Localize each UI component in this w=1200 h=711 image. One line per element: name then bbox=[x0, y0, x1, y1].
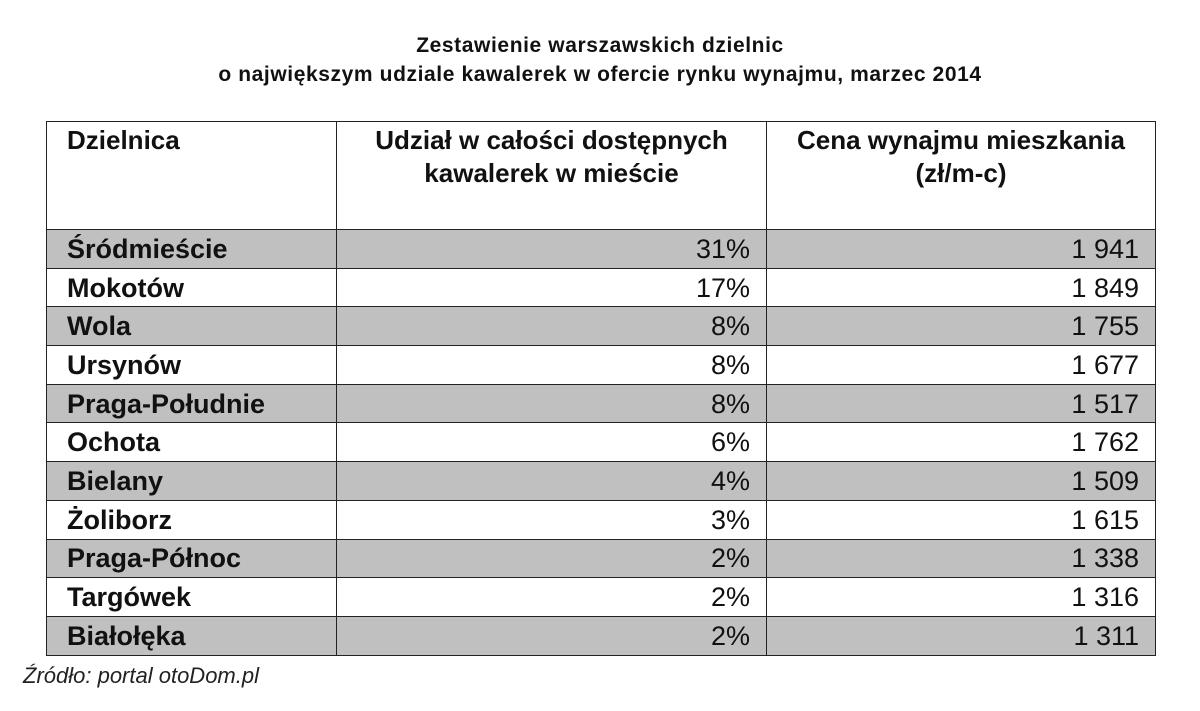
title-line-2: o największym udziale kawalerek w oferci… bbox=[218, 63, 982, 86]
table-row: Mokotów 17% 1 849 bbox=[46, 267, 1156, 308]
district-price: 1 311 bbox=[766, 615, 1156, 656]
district-share: 8% bbox=[336, 345, 767, 385]
table-body: Śródmieście 31% 1 941 Mokotów 17% 1 849 … bbox=[46, 229, 1156, 656]
table-row: Praga-Południe 8% 1 517 bbox=[46, 383, 1156, 424]
header-district: Dzielnica bbox=[46, 121, 337, 230]
district-price: 1 338 bbox=[766, 538, 1156, 579]
header-price: Cena wynajmu mieszkania (zł/m-c) bbox=[766, 121, 1156, 230]
district-price: 1 517 bbox=[766, 383, 1156, 424]
source-note: Źródło: portal otoDom.pl bbox=[23, 663, 259, 688]
table-row: Wola 8% 1 755 bbox=[46, 306, 1156, 347]
table-row: Targówek 2% 1 316 bbox=[46, 577, 1156, 617]
district-name: Wola bbox=[46, 306, 337, 347]
district-share: 2% bbox=[336, 615, 767, 656]
district-share: 17% bbox=[336, 267, 767, 308]
district-share: 4% bbox=[336, 461, 767, 501]
district-name: Białołęka bbox=[46, 615, 337, 656]
district-name: Żoliborz bbox=[46, 499, 337, 540]
district-name: Targówek bbox=[46, 577, 337, 617]
table-row: Żoliborz 3% 1 615 bbox=[46, 499, 1156, 540]
district-share: 8% bbox=[336, 306, 767, 347]
table-row: Ursynów 8% 1 677 bbox=[46, 345, 1156, 385]
table-row: Śródmieście 31% 1 941 bbox=[46, 229, 1156, 269]
header-share: Udział w całości dostępnych kawalerek w … bbox=[336, 121, 767, 230]
table-row: Praga-Północ 2% 1 338 bbox=[46, 538, 1156, 579]
district-share: 2% bbox=[336, 538, 767, 579]
district-name: Bielany bbox=[46, 461, 337, 501]
table-row: Bielany 4% 1 509 bbox=[46, 461, 1156, 501]
district-share: 3% bbox=[336, 499, 767, 540]
district-name: Ochota bbox=[46, 422, 337, 463]
district-name: Śródmieście bbox=[46, 229, 337, 269]
title-line-1: Zestawienie warszawskich dzielnic bbox=[416, 34, 784, 57]
districts-table: Dzielnica Udział w całości dostępnych ka… bbox=[46, 121, 1156, 656]
district-share: 31% bbox=[336, 229, 767, 269]
district-price: 1 941 bbox=[766, 229, 1156, 269]
table-row: Ochota 6% 1 762 bbox=[46, 422, 1156, 463]
district-name: Praga-Południe bbox=[46, 383, 337, 424]
district-name: Ursynów bbox=[46, 345, 337, 385]
district-price: 1 677 bbox=[766, 345, 1156, 385]
district-name: Praga-Północ bbox=[46, 538, 337, 579]
district-price: 1 755 bbox=[766, 306, 1156, 347]
district-price: 1 316 bbox=[766, 577, 1156, 617]
district-share: 2% bbox=[336, 577, 767, 617]
district-price: 1 762 bbox=[766, 422, 1156, 463]
district-name: Mokotów bbox=[46, 267, 337, 308]
district-share: 6% bbox=[336, 422, 767, 463]
district-price: 1 849 bbox=[766, 267, 1156, 308]
page-title: Zestawienie warszawskich dzielnic o najw… bbox=[0, 31, 1200, 89]
district-price: 1 509 bbox=[766, 461, 1156, 501]
table-header: Dzielnica Udział w całości dostępnych ka… bbox=[46, 121, 1156, 230]
table-row: Białołęka 2% 1 311 bbox=[46, 615, 1156, 656]
district-price: 1 615 bbox=[766, 499, 1156, 540]
district-share: 8% bbox=[336, 383, 767, 424]
header-row: Dzielnica Udział w całości dostępnych ka… bbox=[46, 121, 1156, 230]
